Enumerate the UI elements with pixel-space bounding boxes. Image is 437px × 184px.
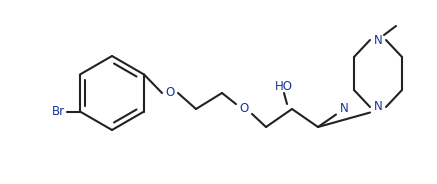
Text: N: N	[374, 33, 382, 47]
Text: N: N	[340, 102, 348, 116]
Text: Br: Br	[52, 105, 65, 118]
Text: HO: HO	[275, 81, 293, 93]
Text: O: O	[239, 102, 249, 116]
Text: O: O	[165, 86, 175, 100]
Text: N: N	[374, 100, 382, 114]
